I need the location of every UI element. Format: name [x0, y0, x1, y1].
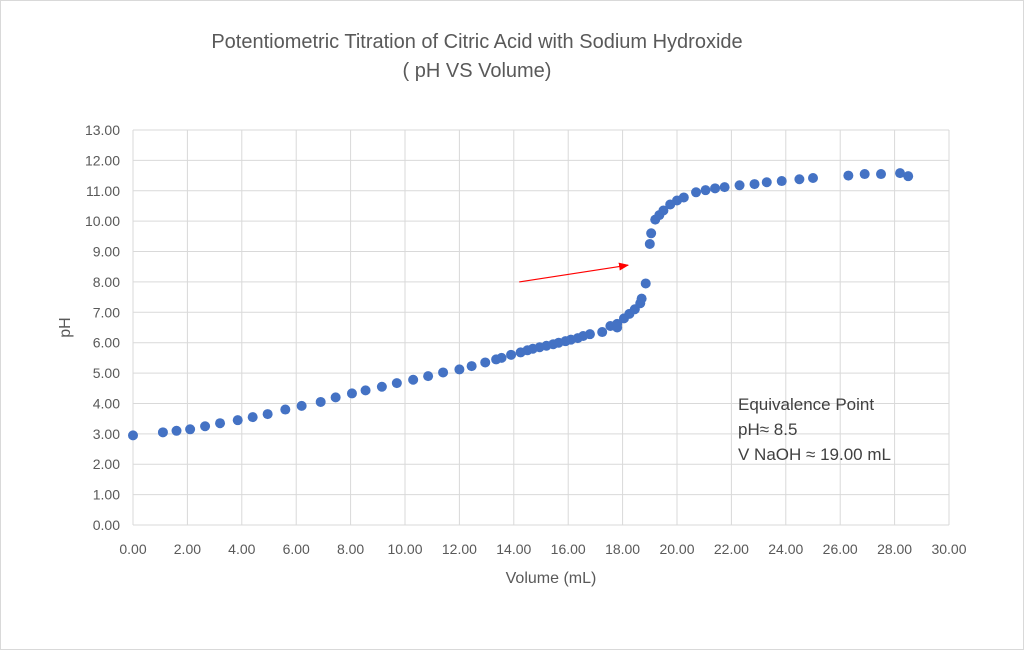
data-point: [794, 174, 805, 185]
chart-subtitle: ( pH VS Volume): [402, 60, 552, 82]
data-point: [330, 392, 341, 403]
data-point: [636, 293, 647, 304]
data-point: [346, 388, 357, 399]
data-point: [658, 205, 669, 216]
data-point: [391, 378, 402, 389]
data-point: [761, 177, 772, 188]
data-point: [480, 357, 491, 368]
x-tick-label: 24.00: [768, 541, 803, 557]
data-point: [200, 421, 211, 432]
data-point: [843, 170, 854, 181]
data-point: [423, 371, 434, 382]
x-tick-label: 30.00: [931, 541, 966, 557]
data-point: [496, 352, 507, 363]
data-point: [612, 322, 623, 333]
annotation-line: pH≈ 8.5: [738, 420, 797, 439]
y-tick-label: 11.00: [86, 183, 120, 199]
data-point: [776, 176, 787, 187]
data-point: [360, 385, 371, 396]
x-tick-label: 0.00: [119, 541, 146, 557]
y-axis-label: pH: [57, 317, 74, 337]
data-point: [506, 349, 517, 360]
data-point: [454, 364, 465, 375]
data-point: [678, 192, 689, 203]
x-tick-label: 12.00: [442, 541, 477, 557]
data-point: [691, 187, 702, 198]
y-tick-label: 10.00: [85, 213, 120, 229]
y-tick-label: 5.00: [93, 365, 120, 381]
data-point: [597, 327, 608, 338]
y-tick-label: 8.00: [93, 274, 120, 290]
data-point: [644, 238, 655, 249]
data-point: [710, 183, 721, 194]
data-point: [859, 169, 870, 180]
data-point: [700, 185, 711, 196]
data-point: [185, 424, 196, 435]
data-point: [280, 404, 291, 415]
x-tick-label: 2.00: [174, 541, 201, 557]
data-point: [808, 173, 818, 184]
data-point: [157, 427, 168, 438]
data-point: [232, 415, 243, 426]
y-tick-label: 1.00: [93, 487, 120, 503]
data-point: [719, 182, 730, 193]
x-tick-label: 16.00: [551, 541, 586, 557]
data-point: [315, 396, 326, 407]
annotation-arrow: [519, 262, 630, 283]
data-point: [262, 409, 273, 420]
x-tick-label: 26.00: [823, 541, 858, 557]
data-point: [296, 400, 307, 411]
y-tick-label: 2.00: [93, 456, 120, 472]
x-axis-label: Volume (mL): [506, 570, 597, 587]
data-point: [128, 430, 138, 441]
chart-title: Potentiometric Titration of Citric Acid …: [211, 31, 743, 53]
data-point: [438, 367, 449, 378]
data-point: [466, 361, 477, 372]
x-tick-label: 20.00: [659, 541, 694, 557]
x-tick-label: 10.00: [387, 541, 422, 557]
data-point: [640, 278, 651, 289]
data-point: [749, 179, 760, 190]
y-tick-label: 0.00: [93, 517, 120, 533]
data-point: [171, 425, 182, 436]
y-tick-label: 6.00: [93, 335, 120, 351]
annotation-line: V NaOH ≈ 19.00 mL: [738, 445, 891, 464]
data-point: [876, 169, 886, 180]
data-point: [903, 171, 914, 182]
x-tick-label: 18.00: [605, 541, 640, 557]
x-tick-label: 22.00: [714, 541, 749, 557]
data-point: [584, 329, 595, 340]
y-tick-label: 3.00: [93, 426, 120, 442]
y-tick-label: 12.00: [85, 152, 120, 168]
y-tick-label: 13.00: [85, 122, 120, 138]
x-tick-label: 14.00: [496, 541, 531, 557]
data-point: [895, 168, 906, 179]
data-point: [734, 180, 745, 191]
x-tick-label: 28.00: [877, 541, 912, 557]
y-tick-label: 4.00: [93, 395, 120, 411]
data-point: [408, 374, 419, 385]
data-point: [247, 412, 258, 423]
data-point: [376, 381, 387, 392]
y-tick-label: 9.00: [93, 244, 120, 260]
data-point: [215, 418, 226, 429]
data-point: [646, 228, 657, 239]
annotation-line: Equivalence Point: [738, 395, 874, 414]
x-tick-label: 6.00: [283, 541, 310, 557]
x-tick-label: 8.00: [337, 541, 364, 557]
y-tick-label: 7.00: [93, 304, 120, 320]
x-tick-label: 4.00: [228, 541, 255, 557]
